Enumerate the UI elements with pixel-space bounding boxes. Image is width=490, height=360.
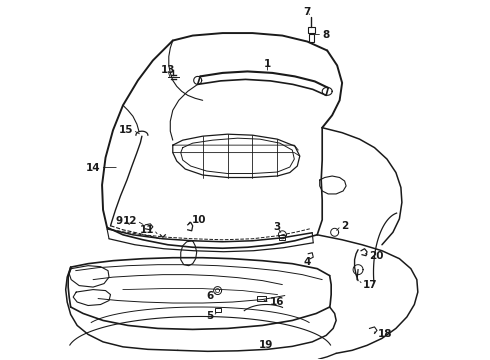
Text: 12: 12 — [122, 216, 137, 226]
Text: 16: 16 — [270, 297, 284, 307]
Text: 2: 2 — [341, 221, 348, 231]
Text: 17: 17 — [363, 280, 378, 289]
Text: 15: 15 — [119, 125, 133, 135]
Text: 20: 20 — [369, 251, 384, 261]
Bar — [309, 33, 314, 41]
Text: 3: 3 — [274, 222, 281, 232]
Bar — [215, 307, 220, 312]
Text: 6: 6 — [206, 291, 214, 301]
Text: 13: 13 — [161, 66, 175, 76]
Text: 5: 5 — [206, 311, 214, 321]
Text: 19: 19 — [259, 340, 273, 350]
Text: 4: 4 — [304, 257, 311, 267]
Bar — [308, 27, 315, 33]
Bar — [257, 296, 267, 301]
Text: 10: 10 — [192, 215, 206, 225]
Text: 11: 11 — [139, 225, 154, 235]
Text: 8: 8 — [322, 30, 329, 40]
Text: 14: 14 — [86, 163, 100, 172]
Text: 18: 18 — [378, 329, 392, 339]
Text: 9: 9 — [116, 216, 123, 226]
Bar — [279, 235, 285, 240]
Text: 1: 1 — [264, 59, 271, 69]
Text: 7: 7 — [304, 6, 311, 17]
